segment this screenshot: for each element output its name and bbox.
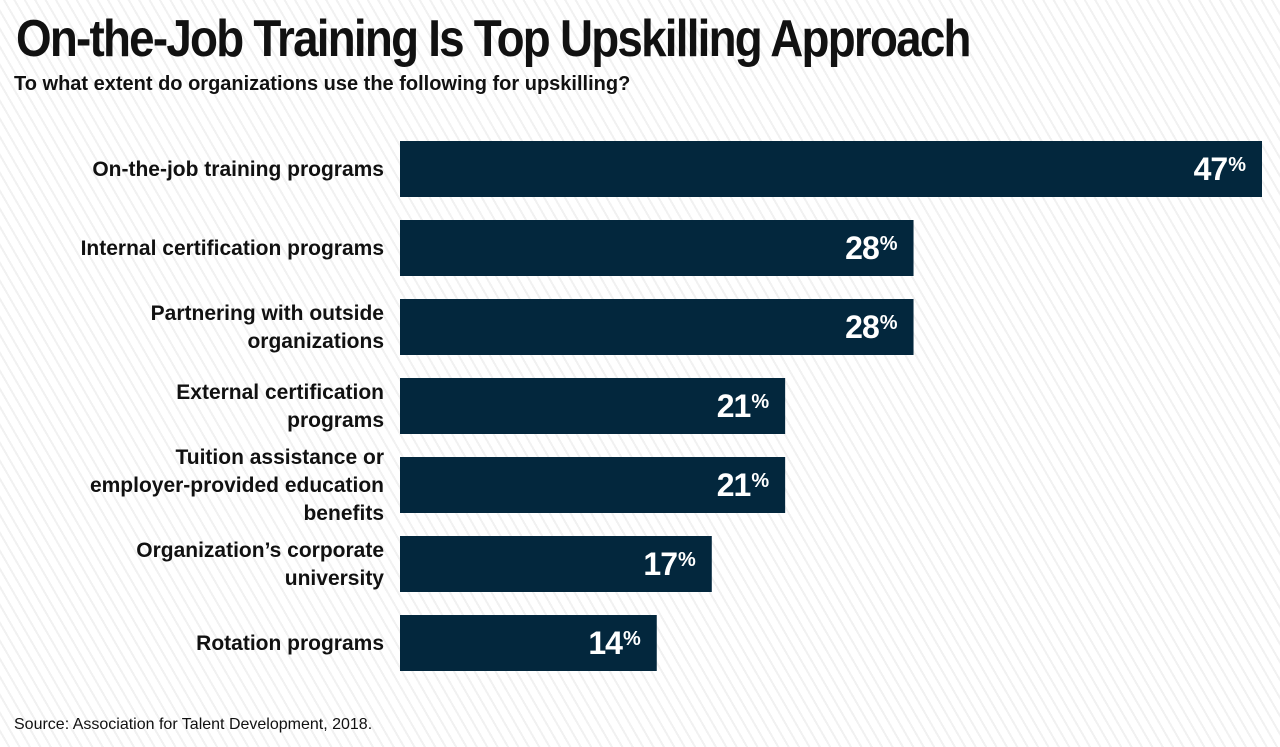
category-label: Rotation programs (196, 632, 384, 655)
bar-2 (400, 220, 914, 276)
bar-value-label: 47% (1194, 151, 1247, 187)
bar-value-label: 14% (588, 625, 641, 661)
category-label: Organization’s corporate university (136, 539, 384, 590)
bar-value-label: 28% (845, 309, 898, 345)
bar-value-label: 21% (717, 467, 770, 503)
bar-4 (400, 378, 786, 434)
bar-7 (400, 615, 657, 671)
category-label: Tuition assistance or employer-provided e… (90, 446, 384, 525)
chart-title: On-the-Job Training Is Top Upskilling Ap… (16, 10, 972, 68)
bar-5 (400, 457, 786, 513)
bar-3 (400, 299, 914, 355)
bar-1 (400, 141, 1262, 197)
bar-value-label: 21% (717, 388, 770, 424)
category-label: On-the-job training programs (92, 158, 384, 181)
bar-value-label: 28% (845, 230, 898, 266)
bar-value-label: 17% (643, 546, 696, 582)
bar-6 (400, 536, 712, 592)
category-label: External certification programs (176, 381, 384, 432)
source-note: Source: Association for Talent Developme… (14, 716, 373, 733)
category-label: Partnering with outside organizations (151, 302, 384, 353)
chart-subtitle: To what extent do organizations use the … (14, 73, 631, 95)
category-label: Internal certification programs (81, 237, 384, 260)
